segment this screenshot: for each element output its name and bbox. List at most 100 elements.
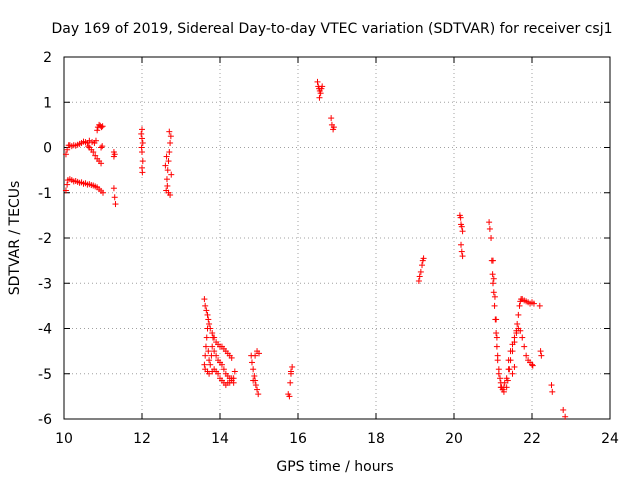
data-point — [251, 373, 258, 380]
data-point — [110, 185, 117, 192]
data-point — [166, 149, 173, 156]
y-tick-label: -5 — [38, 367, 52, 383]
data-point — [218, 361, 225, 368]
data-point — [255, 391, 262, 398]
data-point — [167, 133, 174, 140]
data-point — [497, 384, 504, 391]
data-point — [252, 382, 259, 389]
data-point — [139, 126, 145, 133]
data-point — [231, 368, 238, 375]
data-point — [64, 146, 71, 153]
data-point — [548, 382, 555, 389]
data-point — [207, 361, 214, 368]
data-point — [488, 235, 495, 241]
data-point — [497, 375, 504, 382]
data-point — [537, 348, 544, 355]
data-point — [509, 370, 516, 377]
data-point — [250, 377, 257, 384]
data-point — [209, 330, 216, 337]
data-point — [507, 348, 514, 355]
data-point — [92, 137, 99, 144]
data-point — [506, 366, 513, 373]
data-point — [314, 78, 321, 85]
data-point — [62, 151, 69, 158]
data-point — [330, 124, 337, 131]
data-point — [138, 130, 145, 137]
data-point — [514, 320, 521, 327]
data-point — [98, 160, 105, 167]
data-point — [529, 361, 535, 368]
data-point — [202, 352, 209, 359]
data-point — [94, 127, 101, 134]
data-point — [523, 352, 530, 359]
data-point — [530, 300, 537, 307]
data-point — [549, 388, 556, 395]
data-point — [206, 357, 213, 364]
data-point — [250, 366, 257, 373]
data-point — [493, 343, 500, 350]
data-point — [493, 334, 500, 341]
data-point — [164, 182, 171, 189]
y-tick-label: -1 — [38, 186, 52, 202]
data-point — [519, 334, 526, 341]
data-point — [490, 257, 496, 264]
x-axis: 10 12 14 16 18 20 22 24 — [55, 57, 619, 447]
data-point — [230, 379, 237, 386]
data-point — [417, 268, 424, 275]
data-point — [517, 327, 524, 334]
data-point — [99, 123, 106, 130]
x-tick-label: 16 — [289, 431, 307, 447]
data-point — [204, 325, 211, 332]
data-point — [490, 289, 497, 296]
data-point — [111, 151, 118, 158]
y-tick-label: -2 — [38, 231, 52, 247]
data-point — [139, 158, 146, 165]
data-point — [316, 94, 323, 101]
data-point — [419, 262, 426, 269]
data-point — [163, 153, 170, 160]
data-point — [490, 275, 497, 282]
chart-title: Day 169 of 2019, Sidereal Day-to-day VTE… — [51, 21, 612, 37]
data-point — [206, 370, 213, 377]
data-point — [459, 228, 466, 235]
x-tick-label: 20 — [445, 431, 463, 447]
data-point — [500, 388, 507, 395]
data-point — [458, 223, 465, 230]
x-tick-label: 12 — [133, 431, 151, 447]
data-point — [501, 379, 508, 386]
data-point — [489, 271, 496, 278]
data-point — [202, 302, 209, 309]
y-tick-label: 1 — [43, 95, 52, 111]
data-point — [139, 169, 146, 176]
data-point — [202, 343, 209, 350]
data-point — [167, 139, 174, 146]
x-axis-label: GPS time / hours — [276, 459, 393, 475]
data-point — [139, 135, 145, 142]
data-point — [112, 201, 119, 208]
data-point — [538, 352, 545, 359]
data-point — [215, 370, 222, 377]
data-point — [100, 189, 106, 196]
data-point — [203, 334, 210, 341]
y-tick-label: -3 — [38, 276, 52, 292]
data-point — [90, 149, 97, 156]
data-point — [503, 384, 510, 391]
x-tick-label: 18 — [367, 431, 385, 447]
data-point — [486, 225, 493, 232]
data-point — [205, 316, 212, 323]
grid-lines — [64, 57, 610, 419]
data-point — [562, 413, 569, 420]
data-point — [319, 83, 326, 90]
data-point — [162, 162, 169, 169]
data-point — [111, 194, 118, 201]
data-point — [168, 171, 175, 178]
data-point — [209, 334, 216, 341]
data-point — [286, 393, 293, 400]
data-point — [254, 386, 261, 393]
y-axis: 2 1 0 -1 -2 -3 -4 -5 -6 — [38, 50, 610, 428]
y-tick-label: 0 — [43, 141, 52, 157]
data-point — [164, 167, 171, 174]
data-point — [92, 152, 99, 159]
data-point — [204, 311, 211, 318]
y-tick-label: 2 — [43, 50, 52, 66]
